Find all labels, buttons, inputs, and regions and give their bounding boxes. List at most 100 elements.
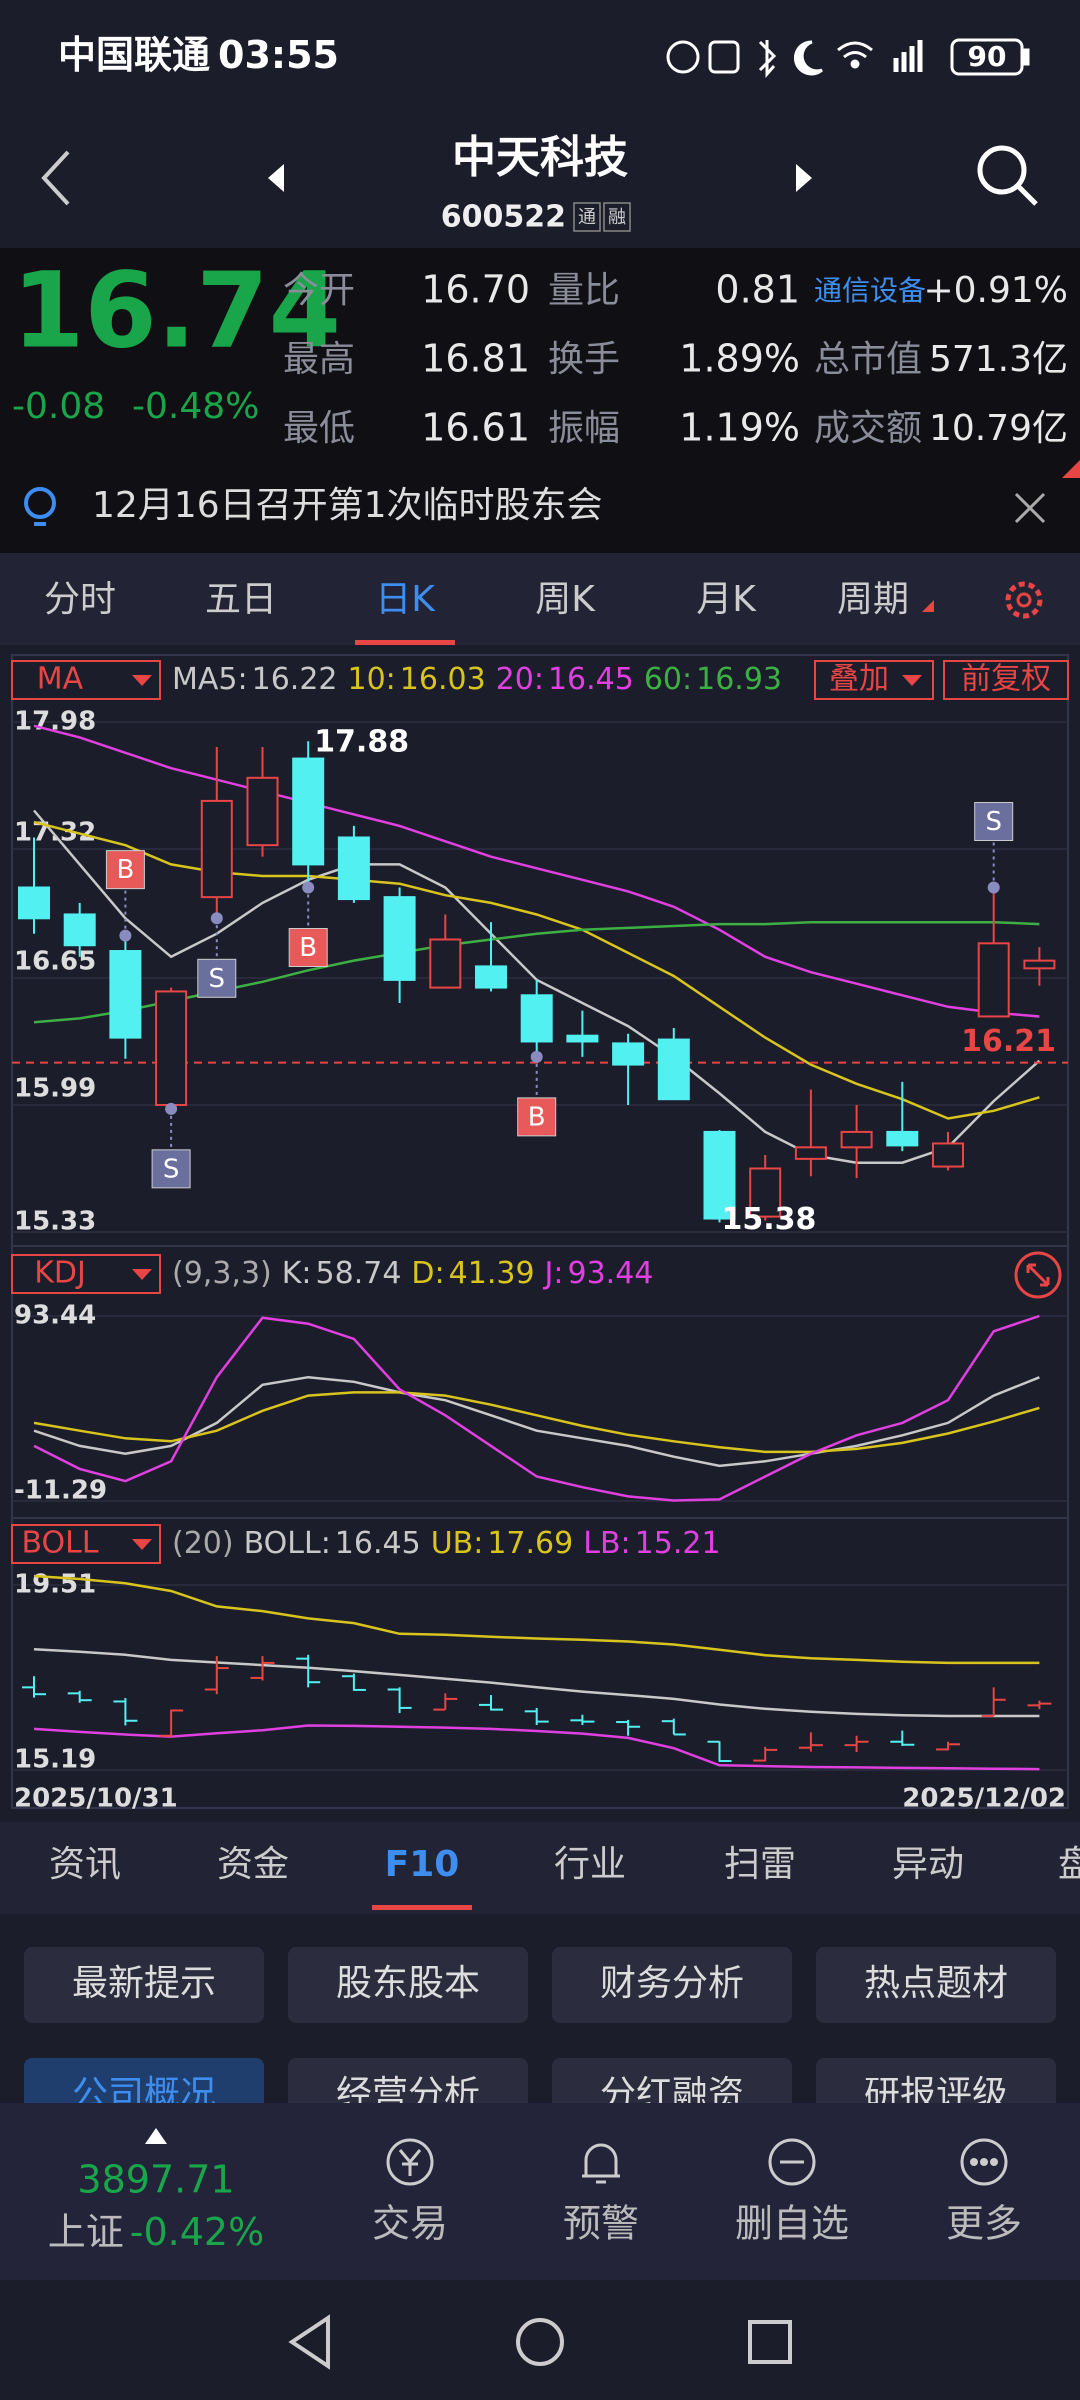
badge: 通 xyxy=(578,207,596,228)
legend-value: 15.21 xyxy=(635,1526,721,1561)
marker-label: B xyxy=(116,855,134,885)
field-value: 16.81 xyxy=(421,337,530,381)
info-tab[interactable]: 异动 xyxy=(892,1844,964,1885)
legend-name: 60: xyxy=(644,662,692,697)
f10-button[interactable] xyxy=(288,1947,528,2023)
legend-params: (9,3,3) xyxy=(172,1256,272,1291)
indicator-box[interactable] xyxy=(11,1254,161,1294)
overlay-button[interactable] xyxy=(814,660,934,700)
nav-label[interactable]: 删自选 xyxy=(735,2202,849,2246)
nav-label[interactable]: 预警 xyxy=(563,2202,639,2246)
overlay-button[interactable] xyxy=(943,660,1069,700)
info-tabbar xyxy=(0,1822,1080,1914)
clock: 03:55 xyxy=(218,33,339,77)
trade-marker[interactable] xyxy=(197,958,237,998)
period-tabs: 分时 五日 日K 周K 月K 周期 xyxy=(44,579,934,645)
f10-label: 股东股本 xyxy=(336,1963,480,2004)
icon xyxy=(666,40,700,74)
field-label[interactable]: 通信设备 xyxy=(814,274,926,307)
change: -0.08 xyxy=(12,386,105,427)
notice[interactable]: 12月16日召开第1次临时股东会 xyxy=(92,485,603,526)
period-tab[interactable]: 五日 xyxy=(205,579,277,620)
candle-body xyxy=(749,1167,782,1218)
trade-marker[interactable] xyxy=(974,802,1014,842)
stock-code: 600522 xyxy=(441,200,566,235)
info-tab[interactable]: 盘 xyxy=(1058,1844,1080,1885)
field-label: 成交额 xyxy=(814,408,922,449)
status-text: 中国联通 03:55 xyxy=(58,33,339,77)
sys-back[interactable] xyxy=(288,2314,330,2370)
indicator-line xyxy=(33,1724,1040,1771)
expand-button[interactable] xyxy=(1014,1251,1062,1299)
field-value: 0.81 xyxy=(715,268,800,312)
nav-label[interactable]: 更多 xyxy=(946,2202,1022,2246)
low-label: 15.38 xyxy=(722,1202,817,1237)
info-tab[interactable]: F10 xyxy=(385,1844,460,1885)
badge: 融 xyxy=(608,207,626,228)
period-tab[interactable]: 周K xyxy=(535,579,596,620)
more-icon xyxy=(990,2158,998,2166)
sys-recent[interactable] xyxy=(748,2320,792,2364)
field-label: 总市值 xyxy=(814,339,922,380)
period-tab[interactable]: 分时 xyxy=(44,579,116,620)
candle-body xyxy=(703,1130,736,1220)
candle-body xyxy=(657,1038,690,1101)
field-value: 571.3亿 xyxy=(929,339,1068,380)
legend-name: 20: xyxy=(496,662,544,697)
high-label: 17.88 xyxy=(314,725,409,760)
legend-name: LB: xyxy=(583,1526,630,1561)
settings[interactable] xyxy=(1005,581,1043,619)
index-value[interactable]: 3897.71 xyxy=(77,2158,234,2202)
info-tabs: 资讯 资金 F10 行业 扫雷 异动 盘 xyxy=(49,1844,1080,1910)
legend-name: J: xyxy=(543,1256,564,1291)
next-stock[interactable] xyxy=(796,164,812,192)
more-icon xyxy=(960,2138,1008,2186)
info-tab[interactable]: 资金 xyxy=(217,1844,289,1885)
trade-marker[interactable] xyxy=(288,928,328,968)
price: 16.74 xyxy=(12,249,341,371)
indicator-box[interactable] xyxy=(11,1524,161,1564)
trade-marker[interactable] xyxy=(105,850,145,890)
icon xyxy=(837,41,873,59)
prev-stock[interactable] xyxy=(268,164,284,192)
charts: MA MA5: 16.22 10: 16.03 20: 16.45 60: 16.9317.98… xyxy=(11,660,1069,1814)
f10-label: 最新提示 xyxy=(72,1963,216,2004)
period-tab[interactable]: 周期 xyxy=(837,579,909,620)
legend-name: 10: xyxy=(348,662,396,697)
candle-body xyxy=(520,994,553,1043)
indicator-box[interactable] xyxy=(11,660,161,700)
bottom-nav xyxy=(0,2103,1080,2280)
info-tab[interactable]: 扫雷 xyxy=(724,1844,796,1885)
quote-fields: 今开 16.70 量比 0.81 最高 16.81 换手 1.89% 最低 16.61 振幅 1.19… xyxy=(283,268,1068,450)
more-icon xyxy=(980,2158,988,2166)
period-tab[interactable]: 日K xyxy=(375,579,436,620)
candle-body xyxy=(337,836,370,901)
f10-button[interactable] xyxy=(816,1947,1056,2023)
close-notice[interactable] xyxy=(1014,492,1046,524)
indicator-caret xyxy=(132,675,152,686)
back-button[interactable] xyxy=(41,150,70,206)
f10-button[interactable] xyxy=(24,1947,264,2023)
stock-name: 中天科技 xyxy=(452,132,628,183)
candle-body xyxy=(475,965,507,989)
info-tab[interactable]: 行业 xyxy=(554,1844,626,1885)
info-tab[interactable]: 资讯 xyxy=(49,1844,121,1885)
marker-label: B xyxy=(299,933,317,963)
candle-body xyxy=(292,757,325,866)
sys-home[interactable] xyxy=(516,2318,564,2366)
f10-button[interactable] xyxy=(552,1947,792,2023)
status-icons xyxy=(666,38,1030,78)
y-tick-label: 15.99 xyxy=(14,1073,96,1103)
field-label: 最高 xyxy=(283,339,355,380)
trade-marker[interactable] xyxy=(517,1097,557,1137)
nav-label[interactable]: 交易 xyxy=(372,2202,448,2246)
period-tab[interactable]: 月K xyxy=(696,579,757,620)
candle-body xyxy=(200,799,233,899)
trade-marker[interactable] xyxy=(151,1149,191,1189)
candle-body xyxy=(794,1146,827,1160)
legend-value: 16.45 xyxy=(335,1526,421,1561)
indicator-line xyxy=(33,1375,1040,1468)
index-name: 上证 xyxy=(48,2210,124,2254)
search-button[interactable] xyxy=(977,145,1027,195)
indicator-line xyxy=(33,724,1040,1018)
